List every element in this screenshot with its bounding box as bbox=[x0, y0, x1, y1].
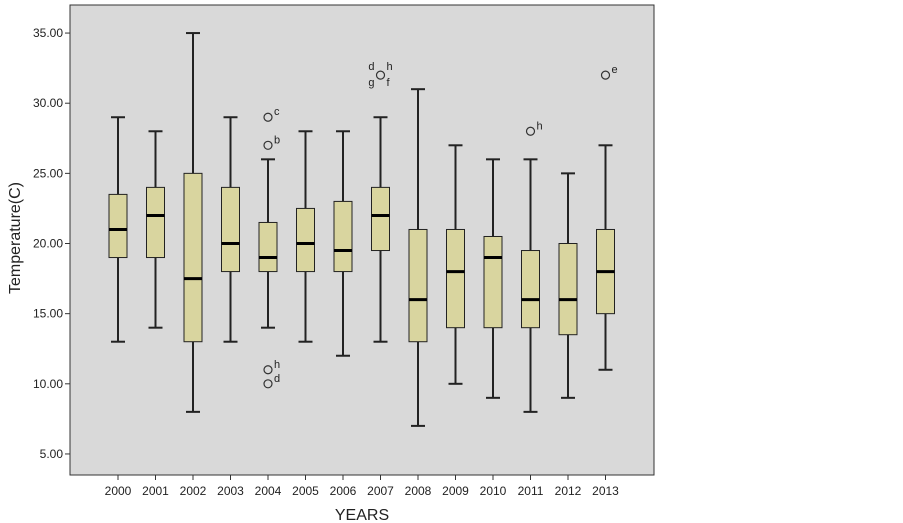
x-tick-label: 2000 bbox=[105, 484, 132, 498]
x-tick-label: 2011 bbox=[518, 484, 544, 498]
outlier-point bbox=[600, 70, 611, 80]
box-2004 bbox=[258, 158, 278, 329]
outlier-label: g bbox=[368, 77, 374, 89]
x-tick-label: 2001 bbox=[142, 484, 169, 498]
box-2000 bbox=[108, 116, 128, 343]
box-2003 bbox=[221, 116, 240, 343]
outlier-label: c bbox=[274, 106, 280, 118]
x-axis-title: YEARS bbox=[335, 507, 389, 523]
box-2008 bbox=[408, 88, 428, 427]
x-tick-label: 2004 bbox=[255, 484, 282, 498]
x-tick-label: 2008 bbox=[405, 484, 432, 498]
outlier-label: b bbox=[274, 134, 280, 146]
x-tick-label: 2010 bbox=[480, 484, 507, 498]
box-2001 bbox=[146, 130, 165, 329]
y-axis-title: Temperature(C) bbox=[7, 182, 24, 294]
box-2013 bbox=[596, 144, 615, 371]
box-iqr bbox=[258, 221, 278, 273]
outlier-label: h bbox=[274, 359, 280, 371]
box-2011 bbox=[521, 158, 540, 413]
box-iqr bbox=[146, 186, 165, 259]
box-iqr bbox=[183, 172, 203, 343]
box-2007 bbox=[371, 116, 390, 343]
plot-area bbox=[69, 4, 655, 476]
x-tick-label: 2003 bbox=[217, 484, 244, 498]
x-tick-label: 2009 bbox=[442, 484, 469, 498]
y-axis: 5.00 10.00 15.00 20.00 25.00 30.00 35.00 bbox=[33, 26, 70, 461]
box-iqr bbox=[521, 250, 540, 329]
box-iqr bbox=[371, 186, 390, 252]
box-series bbox=[108, 32, 615, 427]
box-iqr bbox=[221, 186, 240, 273]
x-tick-label: 2005 bbox=[292, 484, 319, 498]
outlier-point bbox=[525, 126, 536, 136]
outlier-point bbox=[263, 365, 273, 375]
box-iqr bbox=[558, 243, 578, 336]
box-2012 bbox=[558, 172, 578, 399]
outlier-label: d bbox=[274, 373, 280, 385]
outlier-label: d bbox=[368, 61, 374, 73]
box-2010 bbox=[483, 158, 503, 399]
outlier-label: e bbox=[612, 64, 618, 76]
box-iqr bbox=[296, 207, 315, 273]
box-iqr bbox=[333, 200, 353, 273]
outlier-point bbox=[263, 140, 273, 150]
box-iqr bbox=[483, 235, 503, 329]
box-2002 bbox=[183, 32, 203, 413]
y-tick-label: 35.00 bbox=[33, 26, 63, 40]
x-tick-label: 2006 bbox=[330, 484, 357, 498]
x-axis: 2000 2001 2002 2003 2004 2005 2006 2007 2008 2009… bbox=[105, 475, 619, 498]
y-tick-label: 5.00 bbox=[40, 447, 64, 461]
y-tick-label: 10.00 bbox=[33, 377, 63, 391]
outlier-point bbox=[263, 379, 273, 389]
outlier-label: h bbox=[387, 61, 393, 73]
x-tick-label: 2012 bbox=[555, 484, 582, 498]
x-tick-label: 2013 bbox=[592, 484, 619, 498]
x-tick-label: 2007 bbox=[367, 484, 394, 498]
box-2006 bbox=[333, 130, 353, 357]
y-tick-label: 15.00 bbox=[33, 307, 63, 321]
outlier-point bbox=[375, 70, 386, 80]
outlier-label: f bbox=[387, 77, 391, 89]
box-2009 bbox=[446, 144, 465, 385]
box-iqr bbox=[108, 193, 128, 259]
y-tick-label: 20.00 bbox=[33, 237, 63, 251]
y-tick-label: 30.00 bbox=[33, 96, 63, 110]
box-2005 bbox=[296, 130, 315, 343]
box-iqr bbox=[408, 228, 428, 343]
outlier-point bbox=[263, 112, 273, 122]
box-iqr bbox=[446, 228, 465, 329]
y-tick-label: 25.00 bbox=[33, 166, 63, 180]
x-tick-label: 2002 bbox=[180, 484, 207, 498]
outlier-label: h bbox=[537, 120, 543, 132]
